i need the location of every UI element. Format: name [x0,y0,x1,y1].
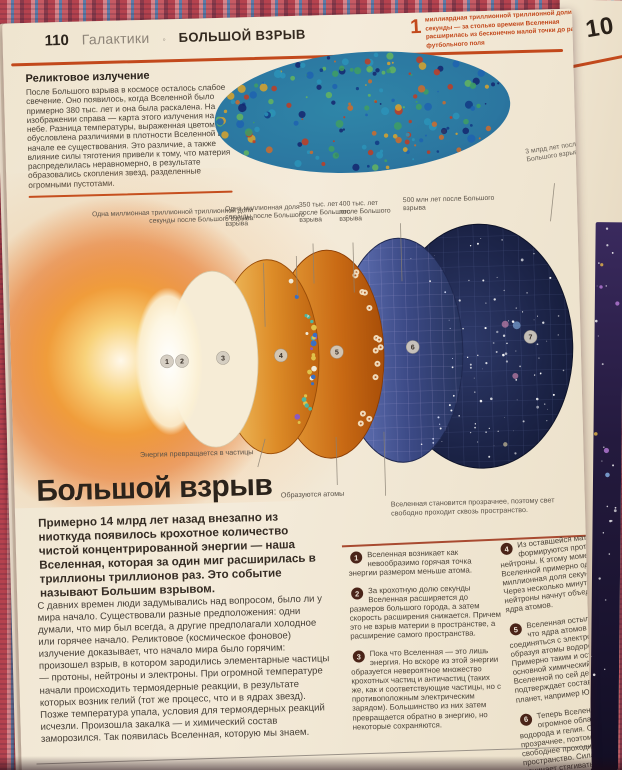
marker-3: 3 [221,355,225,362]
step-text: Из оставшейся материи формируются протон… [499,530,592,615]
page-number: 110 [44,31,70,50]
step-item-6: 6 Теперь Вселенная — это огромное облако… [517,698,592,770]
step-item-3: 3 Пока что Вселенная — это лишь энергия.… [351,646,505,731]
step-item-2: 2 За крохотную долю секунды Вселенная ра… [349,583,502,641]
neighbor-space-image [589,222,622,770]
page-bottom-rule [36,744,592,765]
cmb-map-image [214,51,511,173]
caption-universe-transparent: Вселенная становится прозрачнее, поэтому… [390,495,555,518]
diagram-markers: 1 2 3 4 5 6 7 [160,330,538,369]
step-item-1: 1 Вселенная возникает как невообразимо г… [348,547,501,578]
marker-1: 1 [165,359,169,366]
timeline-label-4: 400 тыс. лет после Большого взрыва [338,199,391,224]
step-item-5: 5 Вселенная остыла настолько, что ядра а… [507,609,592,705]
timeline-label-5: 500 млн лет после Большого взрыва [402,194,495,212]
neighbor-page: 10 [551,0,622,770]
step-text: Вселенная возникает как невообразимо гор… [348,547,473,578]
space-strip-stars [590,227,622,733]
marker-5: 5 [335,349,339,356]
chapter-title: БОЛЬШОЙ ВЗРЫВ [178,26,306,45]
marker-2: 2 [180,358,184,365]
neighbor-page-number: 10 [583,11,617,44]
big-bang-expansion-diagram: 1 2 3 4 5 6 7 [6,158,574,509]
step-item-4: 4 Из оставшейся материи формируются прот… [498,528,592,615]
step-text: Пока что Вселенная — это лишь энергия. Н… [351,646,502,732]
step-text: За крохотную долю секунды Вселенная расш… [349,583,502,641]
marker-7: 7 [528,334,532,341]
marker-4: 4 [279,353,283,360]
article-body: С давних времен люди задумывались над во… [37,593,330,745]
caption-atoms-form: Образуются атомы [280,488,345,500]
timeline-label-2: Одна миллионная доля секунды после Больш… [224,203,305,229]
step-text: Вселенная остыла настолько, что ядра ато… [509,609,592,705]
steps-column-1: 1 Вселенная возникает как невообразимо г… [348,547,505,731]
relic-box-title: Реликтовое излучение [25,69,150,85]
article-heading: Большой взрыв [35,468,273,508]
section-name: Галактики [81,29,150,48]
marker-6: 6 [411,344,415,351]
section-separator-icon: ◦ [162,34,166,45]
book-page: 110 Галактики ◦ БОЛЬШОЙ ВЗРЫВ 1 миллиард… [2,8,592,770]
page-header: 110 Галактики ◦ БОЛЬШОЙ ВЗРЫВ [44,26,306,50]
article-intro: Примерно 14 млрд лет назад внезапно из н… [38,510,316,600]
neighbor-header-rule [565,53,622,69]
label-connector-lines [257,183,555,496]
step-text: Теперь Вселенная — это огромное облако а… [519,701,592,770]
steps-column-2: 4 Из оставшейся материи формируются прот… [498,528,592,770]
